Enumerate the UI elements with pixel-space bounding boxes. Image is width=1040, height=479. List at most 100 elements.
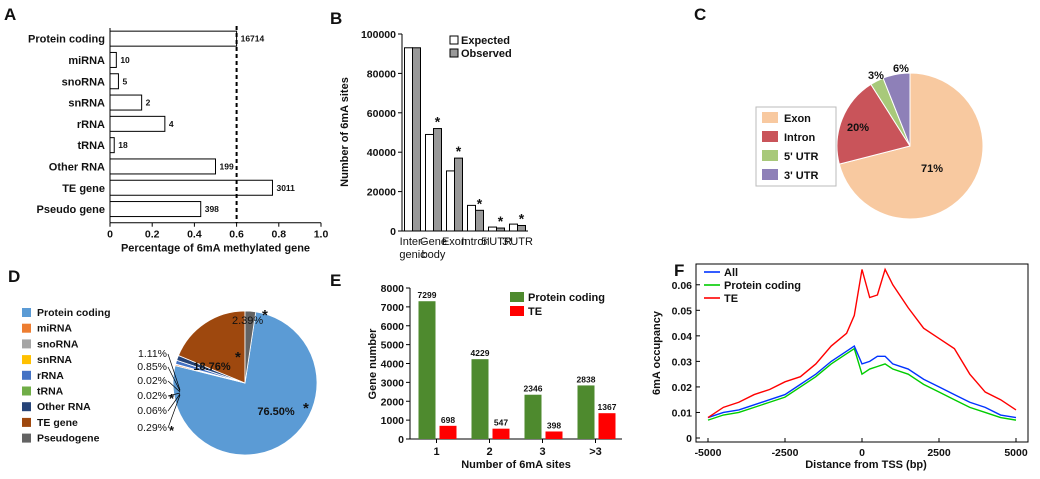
bar-observed [517, 224, 526, 232]
legend-swatch [22, 370, 31, 380]
y-tick-label: 2000 [381, 396, 405, 408]
bar-protein-coding [418, 301, 436, 439]
x-tick-label: 1 [433, 446, 439, 458]
leader-line [167, 380, 181, 393]
legend-label: snRNA [37, 354, 72, 366]
data-label: 398 [547, 420, 561, 430]
significance-star: * [498, 213, 504, 229]
y-tick-label: 0.01 [672, 407, 693, 419]
bar [109, 137, 115, 154]
legend-label: TE [528, 306, 542, 318]
bar-expected [404, 47, 413, 232]
bar [109, 201, 202, 218]
legend-swatch [22, 355, 31, 365]
legend-label: Expected [461, 35, 510, 47]
slice-label: 18.76% [193, 361, 231, 373]
y-tick-label: 60000 [367, 108, 396, 120]
legend-label: 5' UTR [784, 151, 818, 163]
count-label: 5 [122, 76, 127, 86]
legend-swatch [762, 169, 778, 180]
panel-d: D Protein coding miRNA snoRNA snRNA rRNA tRNA O… [8, 267, 318, 456]
bar-expected [488, 226, 497, 232]
legend-label: tRNA [37, 386, 64, 398]
bar-observed [412, 47, 421, 232]
series-line-te [707, 267, 1017, 419]
bar-observed [475, 209, 484, 232]
category-label: Pseudo gene [37, 204, 105, 216]
slice-label: 0.06% [137, 405, 167, 417]
count-label: 398 [205, 204, 219, 214]
slice-label: 0.02% [137, 390, 167, 402]
panel-letter-c: C [694, 5, 706, 24]
leader-line [167, 353, 181, 391]
legend-swatch [22, 386, 31, 396]
legend-swatch [22, 323, 31, 333]
count-label: 3011 [276, 183, 295, 193]
legend-swatch [449, 48, 459, 58]
y-tick-label: 0.06 [672, 280, 693, 292]
category-label: snoRNA [62, 76, 105, 88]
x-tick-label: 1.0 [314, 229, 329, 241]
significance-star: * [169, 391, 175, 406]
legend-label: Protein coding [724, 280, 801, 292]
bar [109, 73, 119, 90]
x-tick-label: -5000 [695, 447, 722, 459]
significance-star: * [456, 143, 462, 159]
data-label: 4229 [471, 348, 490, 358]
pie-slice [177, 310, 246, 384]
legend-label: Intron [784, 132, 815, 144]
leader-line [167, 392, 181, 397]
legend-swatch [762, 131, 778, 142]
panel-a: A Protein coding 16714 miRNA 10 snoRNA 5 snRNA 2… [4, 5, 328, 255]
significance-star: * [262, 307, 268, 324]
data-label: 698 [441, 415, 455, 425]
data-label: 2838 [577, 374, 596, 384]
panel-c: C 71% 20% 3% 6% Exon Intron 5' UTR 3' UTR [694, 5, 984, 220]
category-label: Other RNA [49, 161, 105, 173]
bar [109, 51, 117, 68]
slice-label: 0.85% [137, 361, 167, 373]
legend-label: rRNA [37, 370, 64, 382]
x-tick-label: 0.8 [271, 229, 286, 241]
count-label: 4 [169, 119, 174, 129]
bar [109, 94, 143, 111]
pie-slice [244, 310, 257, 384]
y-tick-label: 20000 [367, 187, 396, 199]
legend-swatch [449, 35, 459, 45]
panel-letter-d: D [8, 267, 20, 286]
category-label: Exon [442, 236, 467, 248]
x-tick-label: 0.6 [229, 229, 244, 241]
legend-swatch [22, 417, 31, 427]
significance-star: * [477, 195, 483, 211]
y-axis-label: Gene number [367, 328, 379, 400]
count-label: 16714 [241, 34, 265, 44]
bar-expected [446, 170, 455, 232]
panel-letter-b: B [330, 9, 342, 28]
x-axis-label: Number of 6mA sites [461, 459, 571, 471]
bar-observed [454, 157, 463, 232]
x-tick-label: 2500 [927, 447, 951, 459]
bar-protein-coding [577, 385, 595, 439]
y-tick-label: 0.02 [672, 382, 693, 394]
category-label: Gene [420, 236, 447, 248]
legend-swatch [762, 150, 778, 161]
bar-protein-coding [524, 394, 542, 439]
legend-label: 3' UTR [784, 170, 818, 182]
y-tick-label: 100000 [361, 29, 396, 41]
bar-expected [467, 204, 476, 232]
bar-te [598, 413, 616, 439]
category-label: rRNA [77, 119, 105, 131]
y-tick-label: 8000 [381, 283, 405, 295]
legend-swatch [510, 306, 524, 316]
data-label: 2346 [524, 384, 543, 394]
y-tick-label: 4000 [381, 359, 405, 371]
bar-observed [433, 128, 442, 232]
significance-star: * [303, 400, 309, 417]
panel-b: B 0 20000 40000 60000 80000 100000 Number of 6m… [330, 9, 533, 261]
legend-swatch [510, 292, 524, 302]
series-line-protein-coding [707, 347, 1017, 421]
y-tick-label: 1000 [381, 415, 405, 427]
y-axis-label: Number of 6mA sites [339, 77, 351, 187]
data-label: 1367 [598, 402, 617, 412]
legend-label: TE [724, 293, 738, 305]
